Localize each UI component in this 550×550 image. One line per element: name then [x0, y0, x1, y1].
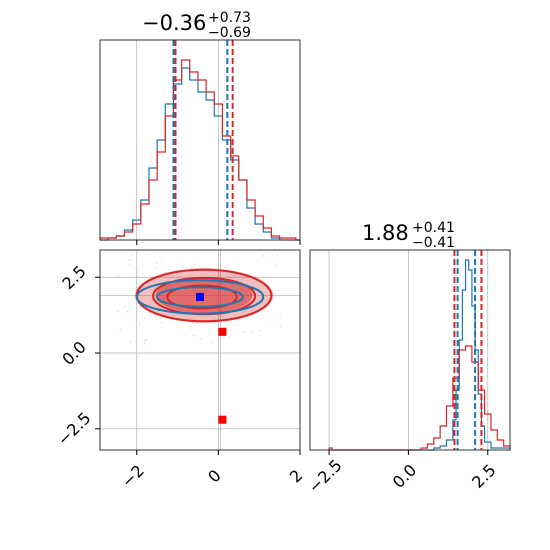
x-tick-label: 0.0: [389, 460, 420, 491]
marginal-y-grid: [328, 250, 489, 450]
scatter-point: [242, 331, 245, 333]
scatter-point: [210, 340, 213, 343]
y-tick-label: 2.5: [58, 262, 89, 293]
marginal-x-title-lower: −0.69: [208, 25, 251, 41]
joint-markers: [196, 292, 227, 424]
scatter-point: [274, 264, 277, 267]
scatter-point: [251, 330, 253, 333]
scatter-point: [233, 276, 235, 278]
scatter-point: [155, 316, 157, 318]
histogram-series-0: [329, 259, 511, 451]
scatter-point: [276, 254, 279, 257]
scatter-point: [130, 253, 133, 255]
scatter-point: [144, 253, 147, 256]
scatter-point: [116, 274, 119, 276]
x-tick-label: 0: [204, 466, 225, 487]
scatter-point: [136, 302, 138, 305]
histogram-series-1: [99, 59, 300, 241]
marginal-y-title-lower: −0.41: [412, 235, 455, 251]
scatter-point: [145, 338, 148, 341]
scatter-point: [126, 310, 129, 313]
marginal-y-x-tick-labels: −2.5 0.0 2.5: [305, 456, 500, 497]
joint-tick-marks: [95, 276, 301, 455]
x-tick-label: 2: [286, 466, 307, 487]
scatter-point: [190, 266, 193, 269]
panel-joint: −2 0 2 2.5 0.0 −2.5: [54, 249, 307, 491]
histogram-series-1: [328, 345, 511, 451]
marker-0: [196, 292, 204, 301]
scatter-point: [191, 321, 194, 324]
scatter-point: [193, 263, 196, 266]
scatter-point: [138, 322, 141, 325]
scatter-point: [236, 279, 239, 282]
marginal-y-frame: [309, 249, 511, 451]
contour-line-3: [135, 279, 265, 315]
marker-1: [218, 327, 227, 336]
scatter-point: [262, 255, 265, 257]
marker-2: [218, 415, 227, 424]
y-tick-label: 0.0: [58, 337, 89, 368]
joint-y-tick-labels: 2.5 0.0 −2.5: [54, 262, 95, 450]
scatter-point: [192, 334, 195, 337]
scatter-point: [154, 267, 157, 270]
marginal-y-title-upper: +0.41: [412, 220, 455, 236]
scatter-point: [123, 305, 126, 308]
scatter-point: [184, 333, 187, 335]
y-tick-label: −2.5: [54, 408, 95, 449]
marginal-y-title: 1.88: [362, 221, 409, 245]
scatter-point: [228, 264, 231, 266]
marginal-x-tick-marks: [136, 240, 301, 245]
marginal-x-series: [99, 59, 300, 241]
scatter-point: [116, 310, 119, 313]
scatter-point: [279, 325, 281, 328]
x-tick-label: −2.5: [305, 456, 346, 497]
scatter-point: [129, 258, 131, 261]
scatter-point: [141, 272, 144, 275]
panel-marginal-y: 1.88 +0.41 −0.41 −2.5 0.0 2.5: [305, 220, 511, 497]
scatter-point: [161, 256, 163, 258]
marginal-y-tick-marks: [328, 450, 489, 455]
joint-frame: [99, 249, 301, 451]
marginal-y-quantile-lines: [453, 250, 483, 450]
scatter-point: [129, 341, 132, 343]
marginal-x-title: −0.36: [142, 11, 206, 35]
marginal-x-frame: [99, 39, 301, 241]
scatter-point: [128, 263, 131, 265]
scatter-point: [160, 321, 163, 324]
scatter-point: [269, 319, 271, 321]
contour-line-2: [166, 284, 238, 310]
marginal-y-series: [328, 259, 511, 451]
scatter-point: [135, 320, 137, 323]
scatter-point: [279, 313, 281, 316]
scatter-point: [260, 329, 262, 332]
scatter-point: [156, 262, 159, 265]
joint-x-tick-labels: −2 0 2: [118, 461, 307, 491]
panel-marginal-x: −0.36 +0.73 −0.69: [99, 10, 301, 245]
x-tick-label: −2: [118, 461, 148, 491]
joint-contours: [135, 268, 273, 323]
scatter-point: [136, 271, 139, 273]
scatter-point: [144, 339, 147, 342]
scatter-point: [200, 338, 202, 341]
marginal-x-title-upper: +0.73: [208, 10, 251, 26]
scatter-point: [230, 328, 233, 331]
scatter-point: [119, 329, 122, 331]
histogram-series-0: [100, 67, 300, 241]
scatter-point: [143, 343, 146, 345]
x-tick-label: 2.5: [468, 460, 499, 491]
scatter-point: [228, 336, 230, 338]
marginal-x-quantile-lines: [172, 40, 234, 240]
contour-line-4: [156, 286, 244, 308]
